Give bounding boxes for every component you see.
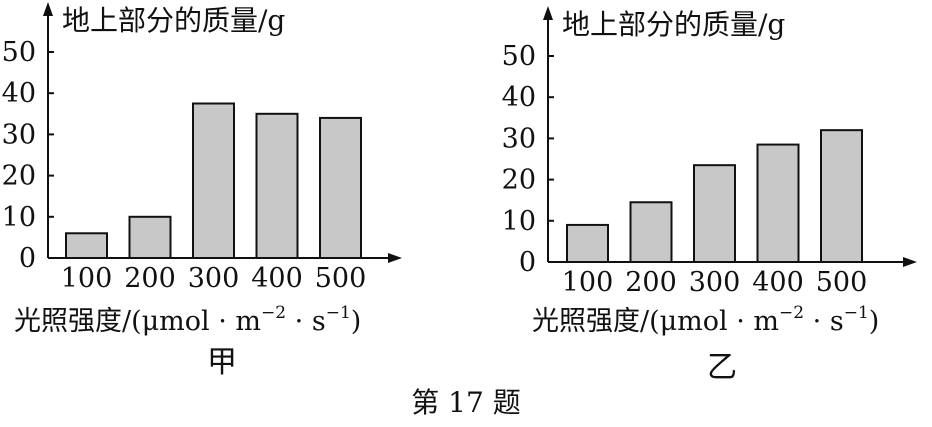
y-tick-label: 30 <box>502 123 536 154</box>
x-tick-label: 300 <box>188 263 240 294</box>
chart-subtitle: 乙 <box>707 350 737 385</box>
bar-400 <box>756 143 800 263</box>
y-tick-label: 50 <box>2 37 36 68</box>
y-tick-label: 50 <box>502 41 536 72</box>
x-tick-label: 200 <box>124 263 176 294</box>
bar-200 <box>128 215 172 260</box>
chart-yi: 0 10 20 30 40 50 100 200 300 400 500 地上部分的质量/g 光照强度/… <box>502 6 917 385</box>
bar-400 <box>255 112 299 259</box>
bar-300 <box>693 164 736 263</box>
x-tick-label: 300 <box>689 267 741 298</box>
bar-500 <box>319 116 362 259</box>
y-tick-label: 20 <box>502 165 536 196</box>
bar-100 <box>566 223 609 263</box>
x-tick-label: 500 <box>816 267 868 298</box>
bar-500 <box>820 129 863 263</box>
x-axis-label: 光照强度/(μmol · m−2 · s−1) <box>532 303 879 337</box>
chart-jia: 0 10 20 30 40 50 100 200 300 400 500 地上部分的质量/g 光照强度/… <box>2 2 402 380</box>
y-tick-label: 40 <box>502 82 536 113</box>
y-axis-arrow <box>43 2 53 16</box>
y-tick-label: 10 <box>502 206 536 237</box>
x-tick-label: 100 <box>61 263 113 294</box>
x-axis-label: 光照强度/(μmol · m−2 · s−1) <box>14 303 361 337</box>
y-tick-label: 0 <box>519 247 536 278</box>
bar-200 <box>629 201 673 263</box>
y-axis-label: 地上部分的质量/g <box>62 4 285 37</box>
x-tick-label: 400 <box>251 263 303 294</box>
y-tick-label: 20 <box>2 161 36 192</box>
x-axis-arrow <box>903 257 917 267</box>
y-tick-label: 40 <box>2 78 36 109</box>
y-tick-label: 10 <box>2 202 36 233</box>
y-tick-label: 30 <box>2 119 36 150</box>
x-tick-label: 200 <box>625 267 677 298</box>
figure-caption: 第 17 题 <box>411 386 520 419</box>
y-tick-label: 0 <box>19 243 36 274</box>
bar-300 <box>192 102 235 259</box>
bar-100 <box>65 232 108 259</box>
y-axis-label: 地上部分的质量/g <box>562 8 785 41</box>
x-tick-label: 500 <box>315 263 367 294</box>
x-tick-label: 400 <box>752 267 804 298</box>
x-tick-label: 100 <box>562 267 614 298</box>
y-axis-arrow <box>543 6 553 20</box>
chart-subtitle: 甲 <box>207 345 237 380</box>
x-axis-arrow <box>388 253 402 263</box>
